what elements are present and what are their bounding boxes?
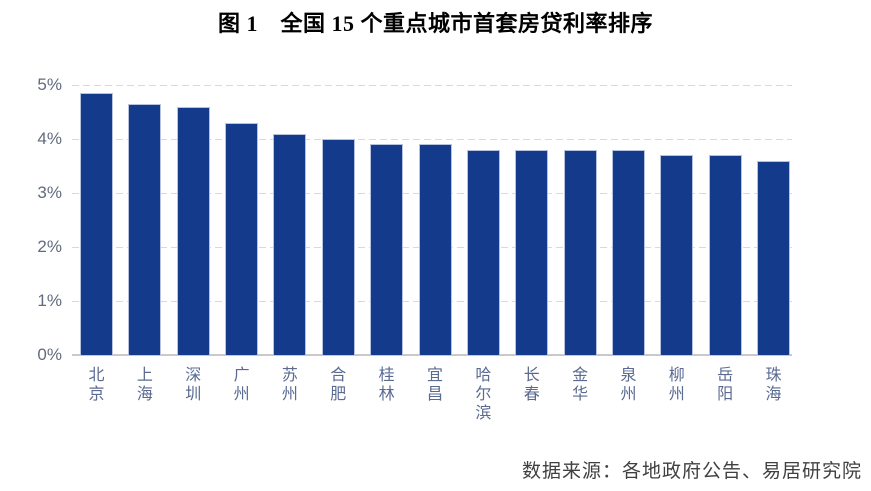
x-axis-city-label: 合肥 [330,367,347,403]
x-axis-city-label: 上海 [136,367,153,403]
bar [370,144,404,355]
x-axis-city-label: 桂林 [378,367,395,403]
y-axis-tick-label: 5% [37,75,62,94]
bar [515,149,549,355]
x-axis-line [72,354,792,356]
y-axis-tick-label: 4% [37,129,62,148]
plot-area: 0% 1% 2% 3% 4% 5% 北京 上海 深圳 广州 苏州 合肥 桂林 宜昌 哈尔滨 长春 金华 泉州 柳州岳… [37,75,792,422]
bar [708,155,742,355]
bar [273,133,307,355]
bar [660,155,694,355]
chart-title: 图 1 全国 15 个重点城市首套房贷利率排序 [217,11,653,36]
x-axis-city-label: 岳阳 [717,367,734,403]
bar [225,122,259,355]
bar [418,144,452,355]
x-axis-city-label: 苏州 [281,367,298,403]
y-axis-tick-label: 1% [37,291,62,310]
x-axis-city-label: 深圳 [185,367,202,403]
gridline [72,138,792,140]
x-axis-city-label: 广州 [233,367,250,403]
x-axis-city-label: 宜昌 [427,367,444,403]
y-axis-tick-label: 3% [37,183,62,202]
bar [128,103,162,355]
gridline [72,84,792,86]
bar [80,93,113,355]
bar [611,149,645,355]
bar [563,149,597,355]
y-axis-tick-label: 2% [37,237,62,256]
y-axis-tick-label: 0% [37,345,62,364]
bar [176,106,210,355]
bar [466,149,500,355]
x-axis-city-label: 哈尔滨 [475,367,492,422]
x-axis-city-label: 北京 [88,367,105,403]
x-axis-city-label: 柳州 [668,367,685,403]
bar [321,139,355,355]
bar [757,160,791,355]
x-axis-city-label: 泉州 [620,367,637,403]
x-axis-city-label: 金华 [572,367,589,403]
x-axis-city-label: 珠海 [765,367,782,403]
x-axis-city-label: 长春 [523,367,540,403]
data-source-note: 数据来源：各地政府公告、易居研究院 [521,461,862,482]
